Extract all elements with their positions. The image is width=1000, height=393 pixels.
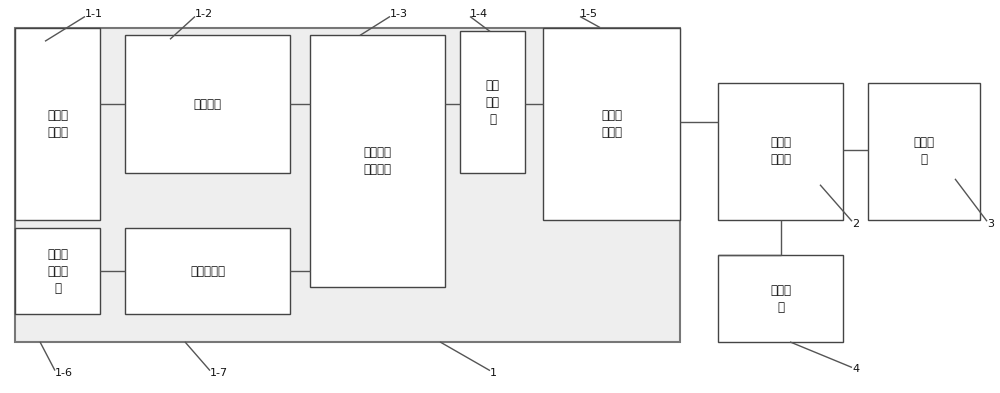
Text: 1-3: 1-3 [390,9,408,19]
Text: 显示终
端: 显示终 端 [914,136,934,166]
Text: 图像
编码
器: 图像 编码 器 [486,79,500,126]
Text: 1-5: 1-5 [580,9,598,19]
Text: 红外光
学物镜: 红外光 学物镜 [47,109,68,139]
Bar [718,83,843,220]
Text: 2: 2 [852,219,859,229]
Text: 控制终
端: 控制终 端 [770,284,791,314]
Bar [15,28,100,220]
Text: 1-6: 1-6 [55,368,73,378]
Bar [718,255,843,342]
Text: 1-1: 1-1 [85,9,103,19]
Text: 可见光
光学物
镜: 可见光 光学物 镜 [47,248,68,295]
Bar [460,31,525,173]
Bar [868,83,980,220]
Text: 图像融合
处理电路: 图像融合 处理电路 [364,146,392,176]
Bar [125,35,290,173]
Text: 图像传
输系统: 图像传 输系统 [601,109,622,139]
Text: 1-4: 1-4 [470,9,488,19]
Text: 1-2: 1-2 [195,9,213,19]
Text: 红外相机: 红外相机 [194,97,222,111]
Text: 1-7: 1-7 [210,368,228,378]
Text: 4: 4 [852,364,859,375]
Bar [15,28,680,342]
Bar [310,35,445,287]
Text: 图像接
收系统: 图像接 收系统 [770,136,791,166]
Text: 3: 3 [987,219,994,229]
Bar [125,228,290,314]
Text: 1: 1 [490,368,497,378]
Bar [15,228,100,314]
Text: 可见光相机: 可见光相机 [190,264,225,278]
Bar [543,28,680,220]
